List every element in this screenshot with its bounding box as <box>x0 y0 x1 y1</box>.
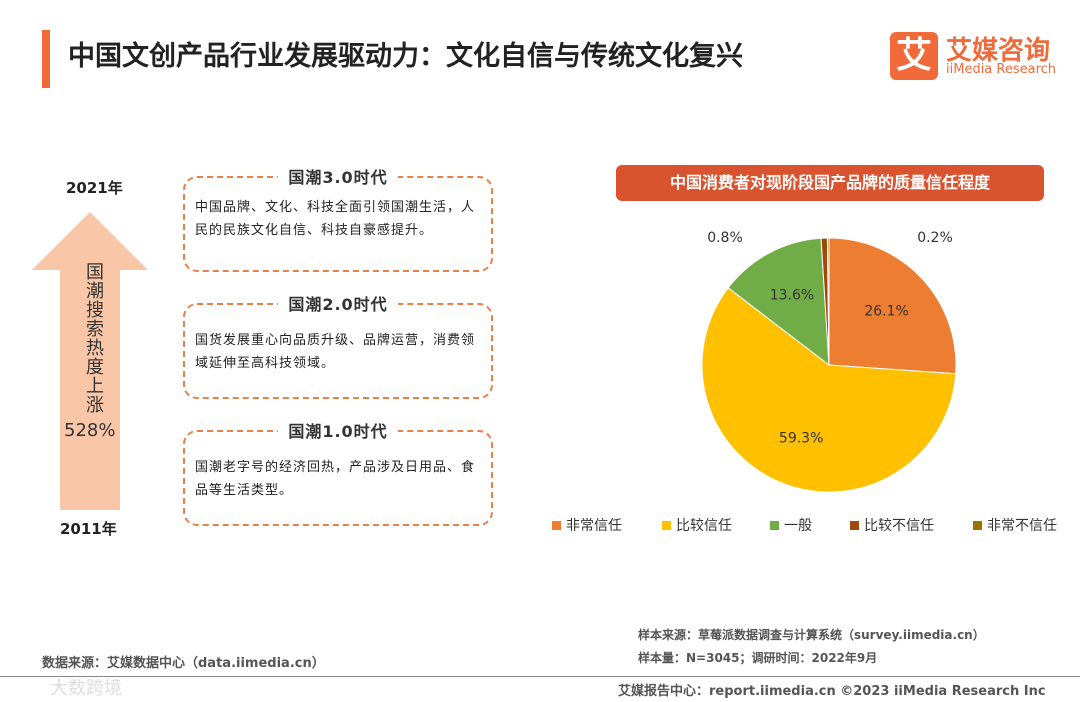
era-box: 国潮3.0时代 中国品牌、文化、科技全面引领国潮生活，人民的民族文化自信、科技自… <box>183 168 493 272</box>
value-label: 59.3% <box>779 431 823 447</box>
era-box: 国潮1.0时代 国潮老字号的经济回热，产品涉及日用品、食品等生活类型。 <box>183 422 493 526</box>
value-label: 0.2% <box>917 230 953 246</box>
pie-slice <box>701 287 957 493</box>
era-title: 国潮3.0时代 <box>278 168 398 187</box>
sample-source: 样本来源：草莓派数据调查与计算系统（survey.iimedia.cn） <box>638 628 985 642</box>
pie-slice <box>727 237 830 367</box>
logo-mark: 艾 <box>890 32 938 80</box>
sample-size: 样本量：N=3045；调研时间：2022年9月 <box>638 651 878 665</box>
value-label: 13.6% <box>770 288 814 304</box>
value-label: 0.8% <box>707 230 743 246</box>
era-text: 国货发展重心向品质升级、品牌运营，消费领域延伸至高科技领域。 <box>195 333 476 371</box>
era-box: 国潮2.0时代 国货发展重心向品质升级、品牌运营，消费领域延伸至高科技领域。 <box>183 295 493 399</box>
copyright: 艾媒报告中心：report.iimedia.cn ©2023 iiMedia R… <box>618 684 1046 699</box>
watermark: 大数跨境 <box>50 678 122 699</box>
chart: 26.1% 59.3% 13.6% 0.8% 0.2% 非常信任 比较信任 一般 比较不信任 非常… <box>552 230 1057 534</box>
arrow <box>32 212 148 510</box>
chart-title: 中国消费者对现阶段国产品牌的质量信任程度 <box>616 165 1044 201</box>
data-source: 数据来源：艾媒数据中心（data.iimedia.cn） <box>42 656 325 671</box>
era-text: 国潮老字号的经济回热，产品涉及日用品、食品等生活类型。 <box>195 460 476 498</box>
legend-label: 比较不信任 <box>864 518 934 534</box>
value-label: 26.1% <box>864 303 908 319</box>
footer-rule <box>0 676 1080 677</box>
legend-swatch <box>850 521 859 530</box>
legend-label: 非常信任 <box>566 518 622 534</box>
era-title: 国潮2.0时代 <box>278 295 398 314</box>
top-year: 2021年 <box>66 179 123 197</box>
pie-slice <box>828 237 957 375</box>
era-title: 国潮1.0时代 <box>278 422 398 441</box>
pie-slice <box>826 237 830 366</box>
bottom-year: 2011年 <box>60 520 117 538</box>
legend-label: 比较信任 <box>676 518 732 534</box>
arrow-shape <box>32 212 148 510</box>
legend-swatch <box>770 521 779 530</box>
legend-swatch <box>973 521 982 530</box>
arrow-value: 528% <box>64 420 116 441</box>
era-text: 中国品牌、文化、科技全面引领国潮生活，人民的民族文化自信、科技自豪感提升。 <box>195 200 476 238</box>
title-bar <box>42 30 50 88</box>
logo-name: 艾媒咨询 <box>946 36 1051 66</box>
logo-sub: iiMedia Research <box>946 62 1057 77</box>
page-title: 中国文创产品行业发展驱动力：文化自信与传统文化复兴 <box>68 41 743 72</box>
legend-swatch <box>662 521 671 530</box>
arrow-text: 国潮搜索热度上涨 <box>83 262 104 414</box>
legend-label: 一般 <box>784 518 812 534</box>
legend-swatch <box>552 521 561 530</box>
legend-label: 非常不信任 <box>987 518 1057 534</box>
